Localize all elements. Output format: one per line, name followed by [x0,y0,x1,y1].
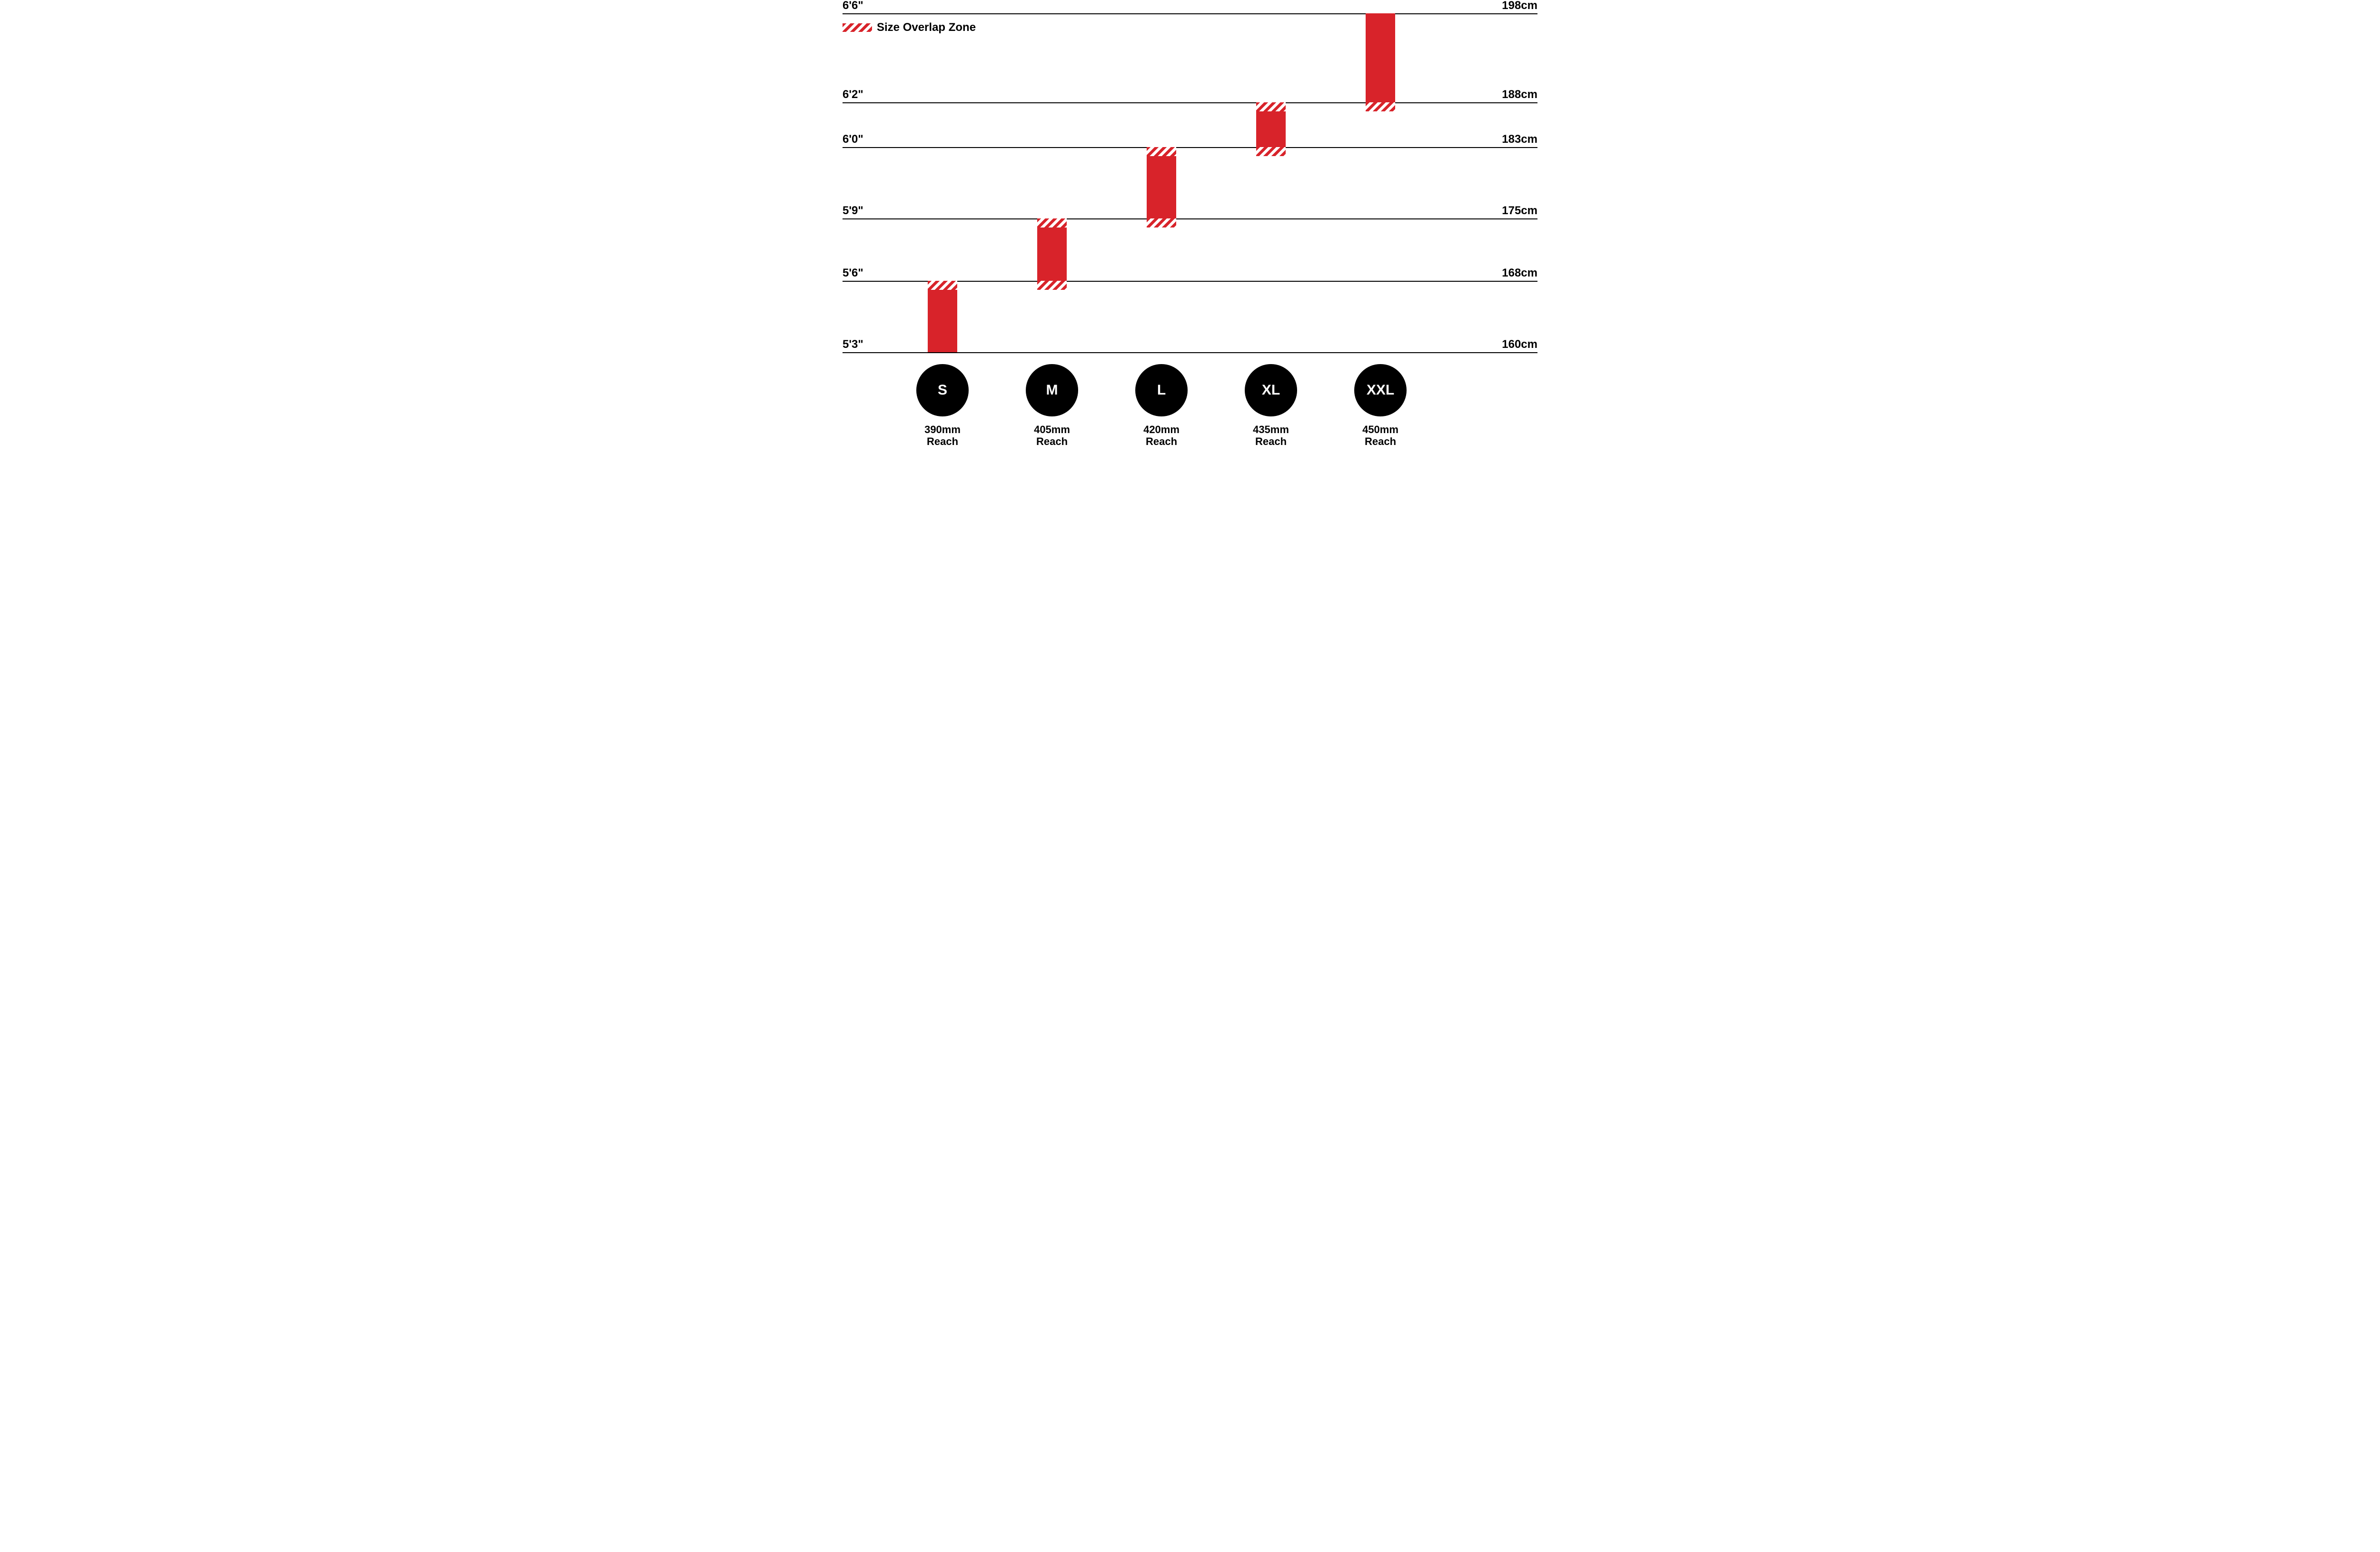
size-label: XL [1262,382,1280,398]
gridline [843,102,1537,103]
size-bar [1147,147,1176,227]
bar-segment-overlap-top [1147,147,1176,156]
gridline [843,147,1537,148]
y-label-cm: 160cm [1502,338,1537,352]
bar-segment-solid [1147,156,1176,218]
y-label-imperial: 5'6" [843,267,863,281]
size-circle: M [1026,364,1078,416]
bar-segment-overlap-bottom [1147,218,1176,227]
reach-word: Reach [1342,435,1418,447]
size-bar [1366,13,1395,111]
gridline [843,13,1537,14]
bar-segment-overlap-bottom [1256,147,1286,156]
size-circle: L [1135,364,1188,416]
size-bar [928,281,957,352]
reach-label: 390mmReach [904,424,981,448]
bar-segment-solid [1256,111,1286,147]
y-label-imperial: 5'9" [843,204,863,218]
size-label: XXL [1367,382,1394,398]
bar-segment-solid [1366,13,1395,102]
reach-mm: 450mm [1342,424,1418,435]
reach-label: 420mmReach [1123,424,1200,448]
reach-label: 405mmReach [1014,424,1090,448]
size-bar [1256,102,1286,156]
size-height-chart: 6'6" 198cm 6'2" 188cm 6'0" 183cm 5'9" 175cm 5'6"… [833,0,1547,465]
y-label-cm: 175cm [1502,204,1537,218]
bar-segment-solid [1037,227,1067,281]
size-circle: XXL [1354,364,1407,416]
bar-segment-overlap-bottom [1366,102,1395,111]
bar-segment-solid [928,290,957,352]
size-circle: S [916,364,969,416]
legend-swatch [843,23,872,32]
size-label: L [1157,382,1166,398]
gridline [843,352,1537,353]
y-label-cm: 188cm [1502,88,1537,102]
reach-word: Reach [1014,435,1090,447]
size-bar [1037,218,1067,290]
y-label-cm: 168cm [1502,267,1537,281]
legend-label: Size Overlap Zone [877,21,976,34]
y-label-imperial: 6'0" [843,133,863,147]
reach-word: Reach [1123,435,1200,447]
gridline [843,218,1537,219]
y-label-cm: 198cm [1502,0,1537,13]
y-label-imperial: 6'2" [843,88,863,102]
y-label-cm: 183cm [1502,133,1537,147]
reach-mm: 420mm [1123,424,1200,435]
reach-mm: 435mm [1233,424,1309,435]
reach-word: Reach [1233,435,1309,447]
reach-label: 450mmReach [1342,424,1418,448]
bar-segment-overlap-top [1037,218,1067,227]
size-label: M [1046,382,1058,398]
size-circle: XL [1245,364,1297,416]
reach-mm: 405mm [1014,424,1090,435]
reach-label: 435mmReach [1233,424,1309,448]
size-label: S [938,382,947,398]
bar-segment-overlap-top [1256,102,1286,111]
bar-segment-overlap-bottom [1037,281,1067,290]
y-label-imperial: 6'6" [843,0,863,13]
legend: Size Overlap Zone [843,21,976,34]
y-label-imperial: 5'3" [843,338,863,352]
reach-word: Reach [904,435,981,447]
reach-mm: 390mm [904,424,981,435]
bar-segment-overlap-top [928,281,957,290]
